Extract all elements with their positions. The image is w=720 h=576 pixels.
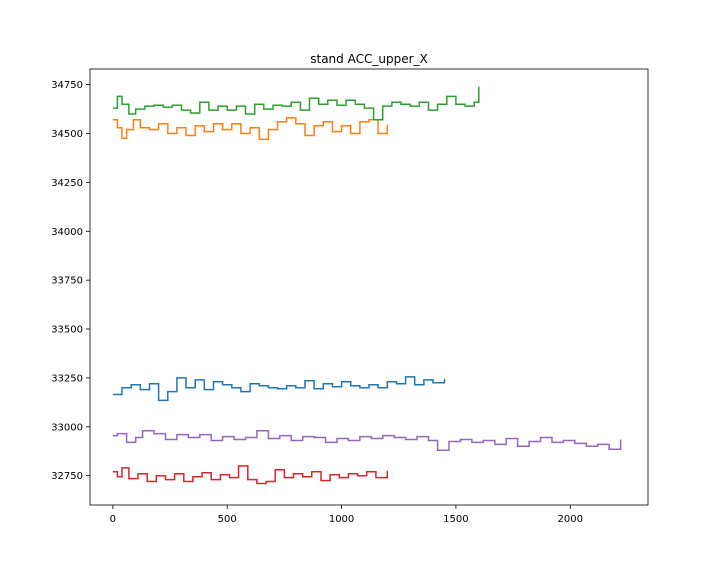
series-layer <box>112 86 622 485</box>
y-tick-label: 33000 <box>51 422 83 433</box>
y-axis: 32750 33000 33250 33500 33750 34000 34250 34500… <box>51 80 90 482</box>
series-line-4 <box>112 429 622 452</box>
series-line-0 <box>112 376 446 402</box>
series-line-2 <box>112 86 480 121</box>
y-tick-label: 34250 <box>51 178 83 189</box>
y-tick-label: 32750 <box>51 471 83 482</box>
x-tick-label: 1500 <box>443 514 468 525</box>
x-tick-label: 0 <box>110 514 116 525</box>
y-tick-label: 34500 <box>51 129 83 140</box>
chart-title: stand ACC_upper_X <box>310 52 427 66</box>
x-tick-label: 1000 <box>329 514 354 525</box>
series-line-3 <box>112 465 389 485</box>
y-tick-label: 34000 <box>51 227 83 238</box>
y-tick-label: 33500 <box>51 325 83 336</box>
x-axis: 0 500 1000 1500 2000 <box>110 505 583 525</box>
y-tick-label: 34750 <box>51 80 83 91</box>
series-line-1 <box>112 117 389 141</box>
x-tick-label: 500 <box>218 514 237 525</box>
plot-frame <box>89 68 649 506</box>
x-tick-label: 2000 <box>558 514 583 525</box>
y-tick-label: 33250 <box>51 373 83 384</box>
y-tick-label: 33750 <box>51 276 83 287</box>
